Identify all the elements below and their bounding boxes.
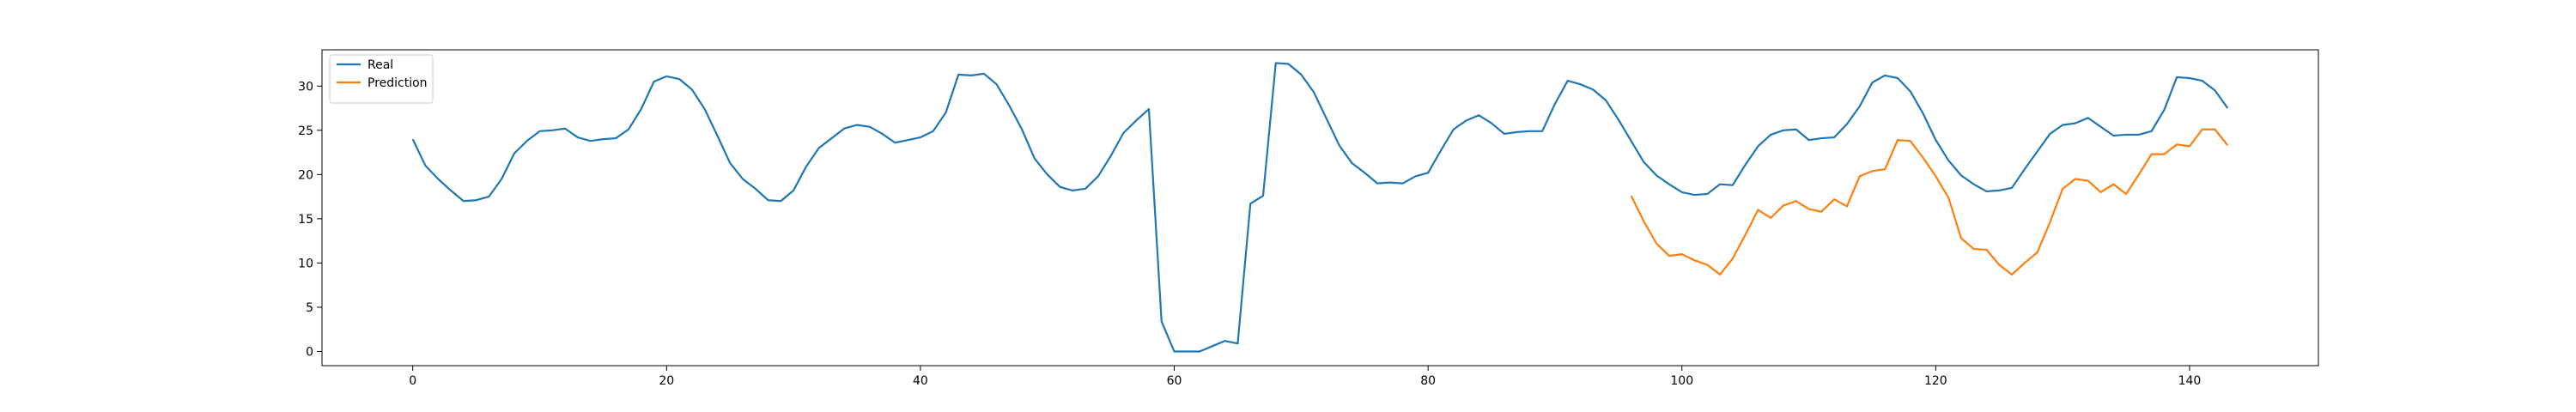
- x-tick-label: 0: [409, 374, 416, 388]
- y-tick-label: 0: [306, 346, 313, 360]
- y-tick-label: 5: [306, 301, 313, 315]
- series-line-real: [411, 62, 2229, 353]
- y-axis: 0 5 10 15 20 25 30: [298, 80, 322, 360]
- x-axis: 0 20 40 60 80 100 120 140: [409, 366, 2201, 388]
- legend-label-real: Real: [368, 58, 393, 72]
- y-tick-label: 15: [298, 213, 313, 227]
- y-tick-label: 20: [298, 168, 313, 182]
- x-tick-label: 100: [1670, 374, 1693, 388]
- y-tick-label: 10: [298, 257, 313, 270]
- y-tick-label: 30: [298, 80, 313, 94]
- y-tick-label: 25: [298, 124, 313, 138]
- x-tick-label: 140: [2178, 374, 2202, 388]
- x-tick-label: 120: [1924, 374, 1947, 388]
- series-line-prediction: [1630, 128, 2229, 276]
- plot-lines: [411, 62, 2229, 353]
- x-tick-label: 80: [1420, 374, 1436, 388]
- x-tick-label: 20: [659, 374, 674, 388]
- x-tick-label: 40: [913, 374, 928, 388]
- axes-frame: [321, 49, 2319, 367]
- legend: Real Prediction: [329, 54, 434, 104]
- legend-label-prediction: Prediction: [368, 76, 428, 90]
- legend-box: [329, 54, 434, 104]
- x-tick-label: 60: [1167, 374, 1182, 388]
